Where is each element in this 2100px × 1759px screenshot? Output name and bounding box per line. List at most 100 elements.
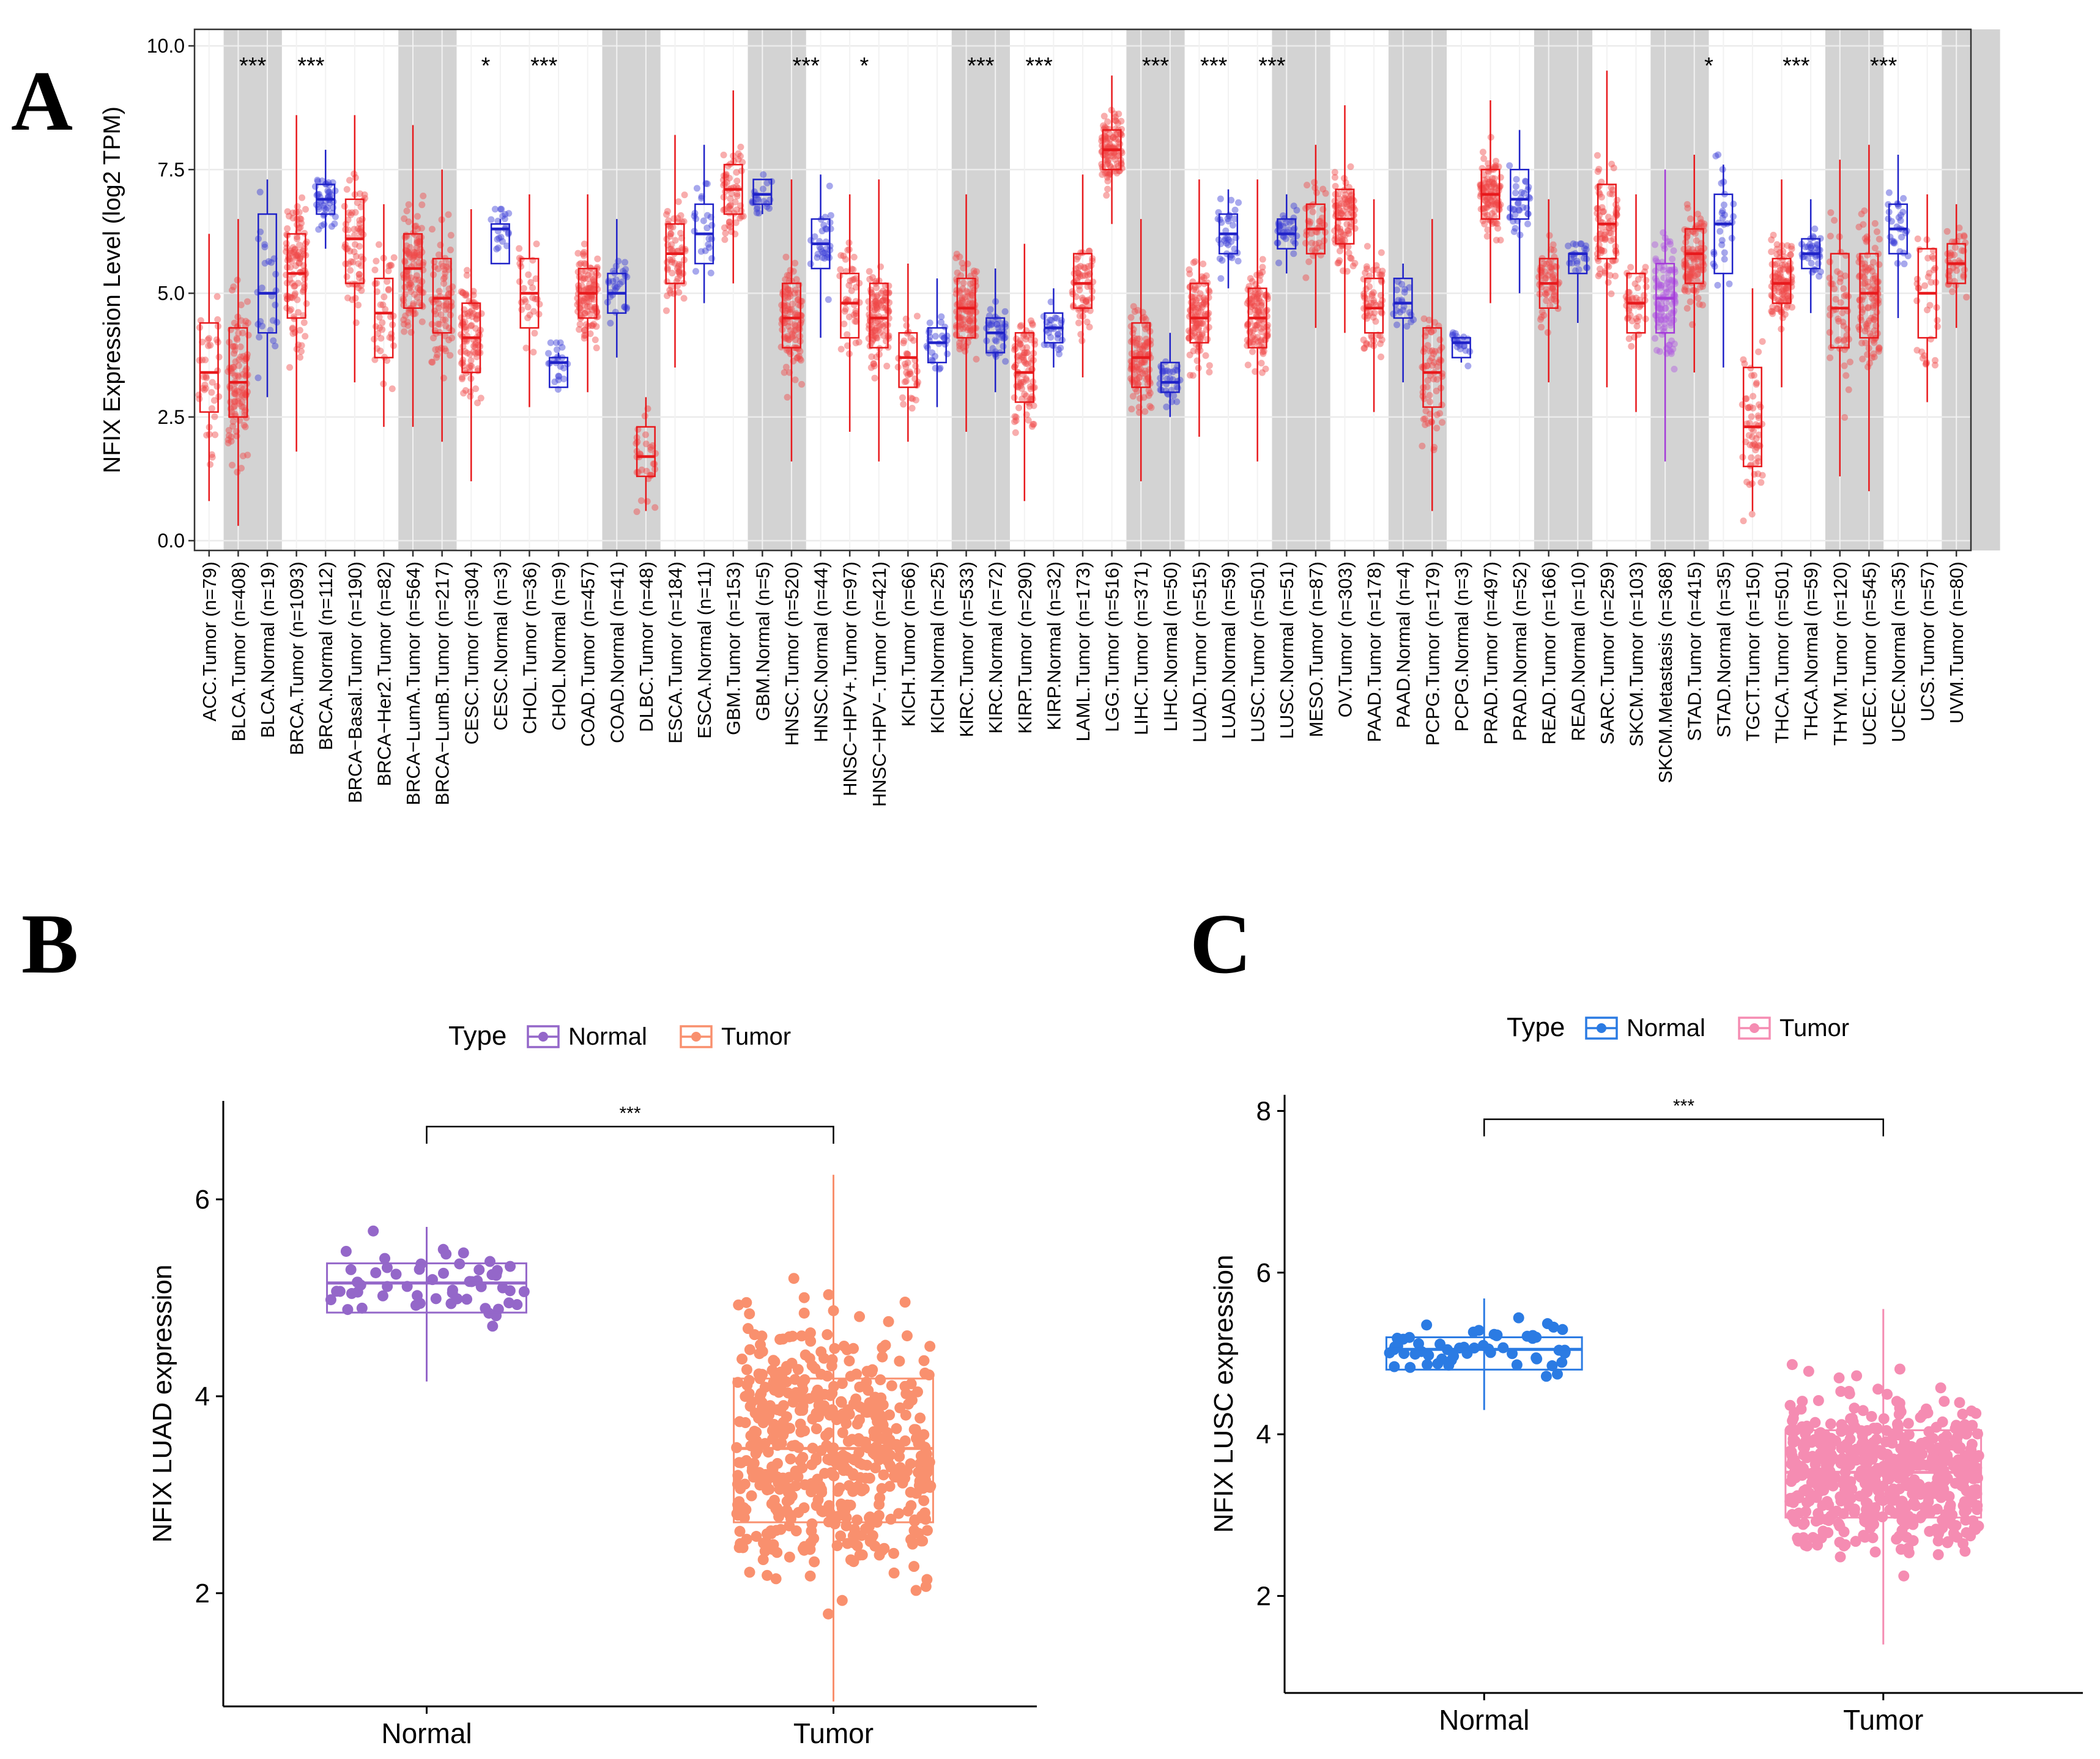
panel-b-point <box>743 1374 755 1386</box>
panel-a-point <box>586 281 593 288</box>
panel-a-significance: *** <box>1783 53 1810 79</box>
panel-a-point <box>497 206 504 213</box>
panel-a-point <box>1671 300 1679 307</box>
panel-a-point <box>441 270 448 277</box>
panel-a-point <box>230 283 237 291</box>
panel-a-point <box>1945 273 1953 280</box>
panel-b-point <box>744 1308 755 1320</box>
panel-a-point <box>850 276 858 283</box>
panel-b-point <box>826 1360 837 1372</box>
panel-c-point <box>1511 1359 1523 1371</box>
panel-a-point <box>1162 358 1170 365</box>
panel-a-point <box>1488 202 1495 209</box>
panel-a-point <box>885 332 892 339</box>
panel-a-point <box>291 290 299 297</box>
panel-a-point <box>464 267 471 274</box>
panel-a-point <box>579 268 586 275</box>
panel-a-point <box>1716 228 1724 235</box>
panel-a-point <box>491 206 499 213</box>
panel-a-point <box>321 204 328 212</box>
panel-a-point <box>1163 403 1170 410</box>
panel-a-xtick-label: GBM.Normal (n=5) <box>752 561 773 721</box>
panel-a-point <box>1430 358 1438 366</box>
panel-a-point <box>1118 117 1125 125</box>
panel-a-point <box>837 266 844 273</box>
panel-a-point <box>1513 176 1520 183</box>
panel-a-point <box>462 323 470 330</box>
panel-b-xtick-label: Normal <box>381 1717 472 1749</box>
panel-a-point <box>288 294 295 301</box>
panel-a-point <box>1781 261 1789 268</box>
panel-c-ytick-label: 2 <box>1256 1581 1271 1611</box>
panel-a-point <box>1885 189 1893 196</box>
panel-a-significance: * <box>481 53 491 79</box>
panel-b-point <box>740 1417 751 1429</box>
panel-a-point <box>229 369 236 377</box>
panel-a-point <box>343 186 351 193</box>
panel-a-point <box>1827 354 1834 361</box>
panel-a-point <box>1368 292 1376 300</box>
panel-a-point <box>239 398 246 405</box>
panel-a-point <box>1394 278 1401 285</box>
panel-a-point <box>621 259 629 266</box>
panel-a-point <box>1249 338 1256 346</box>
panel-b-point <box>823 1608 834 1620</box>
panel-a-point <box>356 228 363 235</box>
panel-b-point <box>874 1549 885 1561</box>
panel-a-xtick-label: CHOL.Tumor (n=36) <box>519 561 540 734</box>
panel-b-ylabel: NFIX LUAD expression <box>147 1265 177 1543</box>
panel-a-point <box>1749 427 1757 434</box>
panel-a-point <box>302 206 310 213</box>
panel-a-point <box>1433 387 1440 394</box>
panel-a-point <box>291 246 299 253</box>
panel-a-point <box>197 317 204 324</box>
panel-b-point <box>765 1400 776 1412</box>
panel-a-point <box>955 339 963 347</box>
panel-a-point <box>318 222 325 229</box>
panel-a-point <box>1663 345 1671 352</box>
panel-a-point <box>581 327 588 334</box>
panel-a-point <box>1408 311 1415 319</box>
panel-b-point <box>749 1426 760 1437</box>
panel-b-point <box>894 1451 905 1462</box>
panel-a-point <box>1140 358 1147 366</box>
panel-a-point <box>1012 413 1020 421</box>
panel-a-point <box>612 276 620 283</box>
panel-a-point <box>297 215 305 223</box>
panel-a-point <box>1864 363 1872 371</box>
panel-a-significance: *** <box>297 53 325 79</box>
panel-a-xtick-label: LAML.Tumor (n=173) <box>1072 561 1094 741</box>
panel-a-point <box>390 254 398 261</box>
panel-a-point <box>376 314 383 321</box>
panel-b-point <box>744 1401 756 1412</box>
panel-a-point <box>1749 393 1757 400</box>
panel-a-xtick-label: KICH.Normal (n=25) <box>927 561 948 734</box>
panel-a-point <box>1420 315 1428 322</box>
panel-a-point <box>403 272 410 280</box>
panel-a-point <box>693 185 700 192</box>
panel-a-point <box>400 316 407 324</box>
panel-a-point <box>283 240 290 247</box>
panel-a-significance: * <box>860 53 869 79</box>
panel-a-point <box>611 283 618 290</box>
panel-a-point <box>1607 237 1614 244</box>
panel-a-point <box>1570 240 1577 248</box>
panel-a-point <box>581 310 588 317</box>
panel-a-point <box>499 238 506 245</box>
panel-a-point <box>1669 255 1676 262</box>
panel-a-point <box>384 278 391 285</box>
panel-a-point <box>1314 244 1321 251</box>
panel-a-point <box>1464 362 1472 369</box>
panel-b-point <box>852 1514 863 1526</box>
panel-a-point <box>233 335 240 342</box>
panel-a-point <box>1256 289 1263 296</box>
panel-a-point <box>405 309 412 317</box>
panel-a-point <box>958 296 965 303</box>
panel-a-point <box>1840 285 1847 292</box>
panel-a-ytick-label: 0.0 <box>158 530 185 552</box>
panel-a-point <box>1598 204 1606 211</box>
panel-a-point <box>1427 398 1434 405</box>
panel-b-point <box>370 1267 382 1278</box>
panel-a-point <box>1258 360 1265 367</box>
